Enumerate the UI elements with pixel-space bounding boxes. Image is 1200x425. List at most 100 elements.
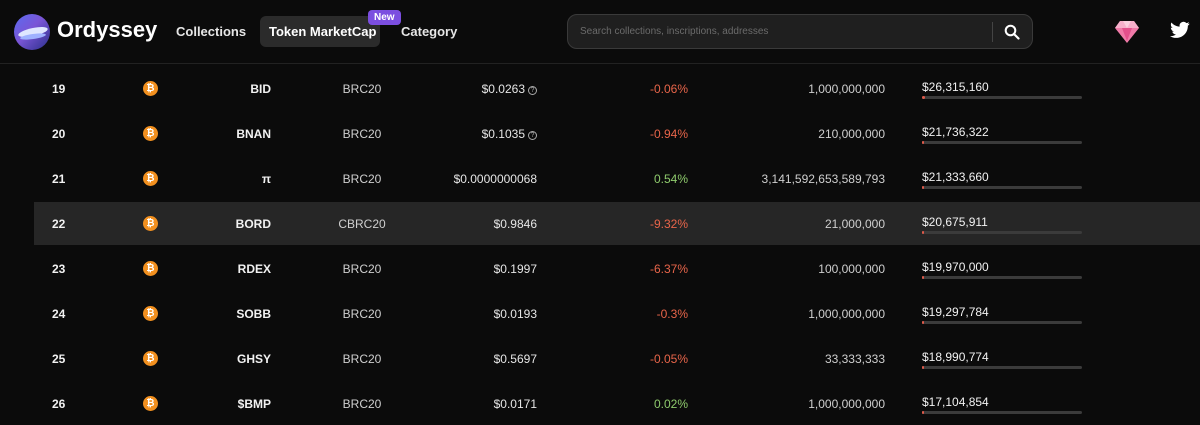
supply-cell: 1,000,000,000 [808, 307, 885, 321]
table-row[interactable]: 25 ₿ GHSY BRC20 $0.5697 -0.05% 33,333,333 $18,9… [0, 336, 1200, 381]
supply-cell: 100,000,000 [818, 262, 885, 276]
ticker-cell[interactable]: BORD [235, 217, 271, 231]
market-cap-cell: $17,104,854 [922, 395, 989, 409]
price-value: $0.1997 [493, 262, 537, 276]
price-value: $0.0000000068 [453, 172, 537, 186]
market-cap-bar [922, 411, 1082, 414]
table-row[interactable]: 23 ₿ RDEX BRC20 $0.1997 -6.37% 100,000,000 $19,… [0, 246, 1200, 291]
rank-cell: 19 [52, 82, 66, 96]
nav-category[interactable]: Category [401, 24, 458, 39]
change-cell: -0.3% [656, 307, 688, 321]
standard-cell: BRC20 [342, 127, 382, 141]
ticker-cell[interactable]: BNAN [236, 127, 271, 141]
change-cell: -0.06% [649, 82, 688, 96]
market-cap-bar [922, 96, 1082, 99]
new-badge: New [368, 10, 401, 25]
price-cell: $0.1997 [494, 262, 537, 276]
market-cap-cell: $19,297,784 [922, 305, 989, 319]
market-cap-cell: $19,970,000 [922, 260, 989, 274]
twitter-icon[interactable] [1170, 21, 1190, 39]
supply-cell: 21,000,000 [824, 217, 885, 231]
table-row[interactable]: 24 ₿ SOBB BRC20 $0.0193 -0.3% 1,000,000,000 $19… [0, 291, 1200, 336]
market-cap-bar-fill [922, 231, 925, 234]
price-cell: $0.0171 [494, 397, 537, 411]
change-cell: -6.37% [649, 262, 688, 276]
nav-token-marketcap[interactable]: Token MarketCap [260, 16, 380, 47]
market-cap-bar-fill [922, 96, 926, 99]
price-cell: $0.5697 [494, 352, 537, 366]
market-cap-bar-fill [922, 411, 925, 414]
rank-cell: 23 [52, 262, 66, 276]
ticker-cell[interactable]: $BMP [237, 397, 271, 411]
ticker-cell[interactable]: BID [250, 82, 271, 96]
market-cap-bar [922, 276, 1082, 279]
market-cap-bar-fill [922, 276, 925, 279]
market-cap-bar [922, 141, 1082, 144]
ordyssey-logo-icon[interactable] [14, 14, 50, 50]
brand-name[interactable]: Ordyssey [57, 17, 158, 42]
bitcoin-icon: ₿ [143, 126, 158, 141]
diamond-icon[interactable] [1114, 20, 1140, 44]
supply-cell: 1,000,000,000 [808, 397, 885, 411]
bitcoin-icon: ₿ [143, 216, 158, 231]
bitcoin-icon: ₿ [143, 396, 158, 411]
rank-cell: 25 [52, 352, 66, 366]
standard-cell: BRC20 [342, 262, 382, 276]
table-row[interactable]: 19 ₿ BID BRC20 $0.0263? -0.06% 1,000,000,000 $2… [0, 66, 1200, 111]
rank-cell: 21 [52, 172, 66, 186]
market-cap-bar [922, 186, 1082, 189]
standard-cell: BRC20 [342, 352, 382, 366]
market-cap-bar-fill [922, 186, 925, 189]
rank-cell: 22 [52, 217, 66, 231]
search-icon[interactable] [1004, 24, 1020, 40]
table-row[interactable]: 21 ₿ π BRC20 $0.0000000068 0.54% 3,141,592,653… [0, 156, 1200, 201]
supply-cell: 33,333,333 [824, 352, 885, 366]
rank-cell: 24 [52, 307, 66, 321]
token-table: 19 ₿ BID BRC20 $0.0263? -0.06% 1,000,000,000 $2… [0, 66, 1200, 425]
price-value: $0.5697 [493, 352, 537, 366]
market-cap-cell: $21,333,660 [922, 170, 989, 184]
market-cap-bar [922, 321, 1082, 324]
ticker-cell[interactable]: SOBB [236, 307, 271, 321]
market-cap-bar-fill [922, 321, 925, 324]
change-cell: -0.94% [649, 127, 688, 141]
price-cell: $0.1035? [482, 127, 537, 141]
nav-token-marketcap-label: Token MarketCap [269, 24, 377, 39]
search-input[interactable]: Search collections, inscriptions, addres… [580, 26, 769, 37]
search-divider [992, 22, 993, 42]
ticker-cell[interactable]: GHSY [236, 352, 271, 366]
top-navbar: Ordyssey Collections Token MarketCap New… [0, 0, 1200, 64]
table-row[interactable]: 26 ₿ $BMP BRC20 $0.0171 0.02% 1,000,000,000 $17… [0, 381, 1200, 425]
price-value: $0.0171 [493, 397, 537, 411]
change-cell: -0.05% [649, 352, 688, 366]
standard-cell: BRC20 [342, 307, 382, 321]
bitcoin-icon: ₿ [143, 171, 158, 186]
change-cell: 0.02% [653, 397, 688, 411]
table-row[interactable]: 20 ₿ BNAN BRC20 $0.1035? -0.94% 210,000,000 $21… [0, 111, 1200, 156]
standard-cell: BRC20 [342, 172, 382, 186]
bitcoin-icon: ₿ [143, 261, 158, 276]
table-row[interactable]: 22 ₿ BORD CBRC20 $0.9846 -9.32% 21,000,000 $20,… [0, 201, 1200, 246]
price-value: $0.9846 [493, 217, 537, 231]
price-cell: $0.0000000068 [454, 172, 537, 186]
change-cell: -9.32% [649, 217, 688, 231]
rank-cell: 26 [52, 397, 66, 411]
standard-cell: CBRC20 [338, 217, 386, 231]
ticker-cell[interactable]: π [261, 172, 271, 186]
info-icon[interactable]: ? [528, 131, 537, 140]
supply-cell: 210,000,000 [818, 127, 885, 141]
bitcoin-icon: ₿ [143, 351, 158, 366]
price-value: $0.0193 [493, 307, 537, 321]
ticker-cell[interactable]: RDEX [237, 262, 271, 276]
market-cap-bar [922, 366, 1082, 369]
nav-collections[interactable]: Collections [176, 24, 247, 39]
standard-cell: BRC20 [342, 82, 382, 96]
rank-cell: 20 [52, 127, 66, 141]
search-bar[interactable]: Search collections, inscriptions, addres… [567, 14, 1033, 49]
info-icon[interactable]: ? [528, 86, 537, 95]
price-cell: $0.0263? [482, 82, 537, 96]
change-cell: 0.54% [653, 172, 688, 186]
bitcoin-icon: ₿ [143, 81, 158, 96]
price-cell: $0.0193 [494, 307, 537, 321]
market-cap-cell: $20,675,911 [922, 215, 988, 229]
